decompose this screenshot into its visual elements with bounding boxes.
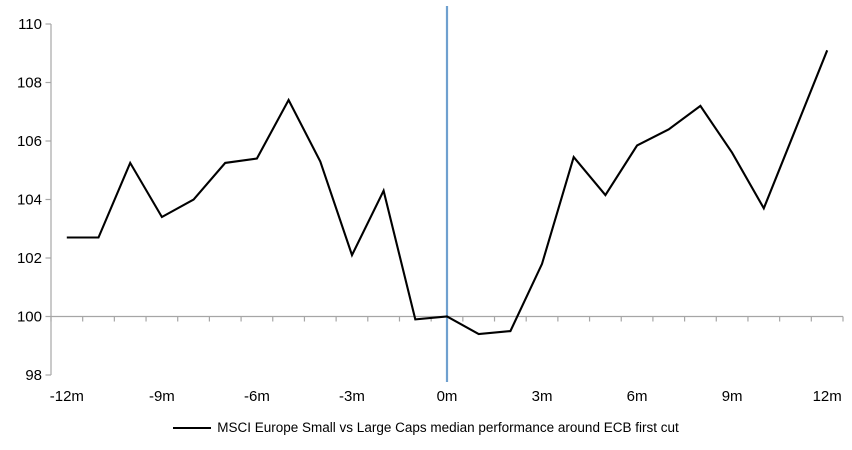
legend-label: MSCI Europe Small vs Large Caps median p…: [217, 420, 679, 435]
x-tick-label: -3m: [339, 388, 365, 405]
legend-line-swatch: [173, 426, 212, 429]
y-tick-label: 102: [17, 250, 42, 267]
x-tick-label: 0m: [437, 388, 458, 405]
legend: MSCI Europe Small vs Large Caps median p…: [0, 420, 852, 435]
x-tick-label: 12m: [813, 388, 842, 405]
x-tick-label: -9m: [149, 388, 175, 405]
y-tick-label: 98: [25, 367, 42, 384]
y-tick-label: 108: [17, 75, 42, 92]
y-tick-label: 106: [17, 133, 42, 150]
series-line: [66, 49, 829, 336]
x-tick-label: -6m: [244, 388, 270, 405]
x-tick-label: 9m: [722, 388, 743, 405]
x-tick-label: 6m: [627, 388, 648, 405]
y-tick-label: 104: [17, 192, 42, 209]
y-tick-label: 100: [17, 309, 42, 326]
x-tick-label: 3m: [532, 388, 553, 405]
y-tick-label: 110: [18, 16, 42, 33]
x-tick-label: -12m: [50, 388, 84, 405]
